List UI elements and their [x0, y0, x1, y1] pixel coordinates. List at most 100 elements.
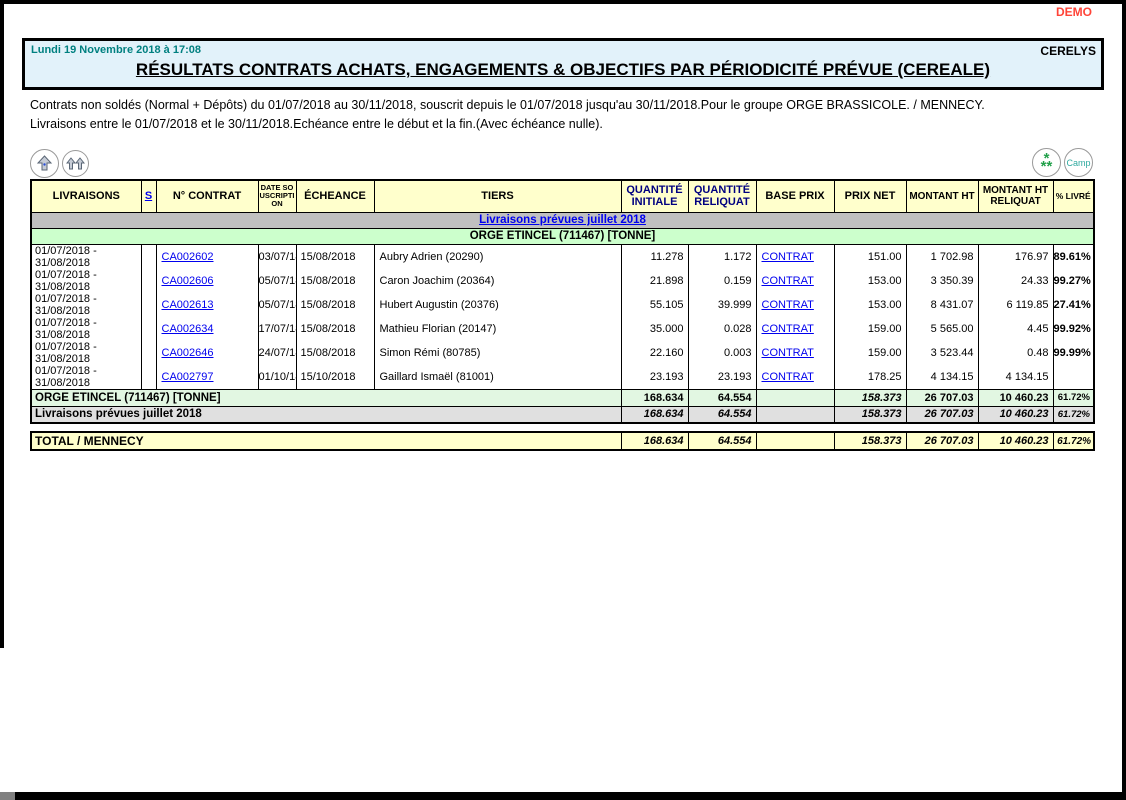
campaign-button[interactable]: Camp — [1064, 148, 1093, 177]
cell-livraisons: 01/07/2018 - 31/08/2018 — [30, 268, 142, 293]
cell-prix-net: 153.00 — [833, 268, 907, 293]
cell-prix-net: 153.00 — [833, 292, 907, 317]
cell-qte-initiale: 11.278 — [620, 244, 689, 269]
col-quantite-reliquat: QUANTITÉ RELIQUAT — [687, 179, 757, 213]
subtotal-prix-net: 158.373 — [833, 405, 907, 424]
subtotal-pct-livre: 61.72% — [1052, 405, 1095, 424]
cell-pct-livre: 99.99% — [1052, 340, 1095, 365]
cell-pct-livre: 99.92% — [1052, 316, 1095, 341]
cell-echeance: 15/08/2018 — [295, 244, 375, 269]
cell-qte-initiale: 23.193 — [620, 364, 689, 389]
results-table-wrap: LIVRAISONS S N° CONTRAT DATE SOUSCRIPTIO… — [30, 179, 1096, 451]
cell-date-souscription: 05/07/18 — [257, 268, 297, 293]
demo-watermark: DEMO — [1056, 5, 1092, 19]
base-prix-link[interactable]: CONTRAT — [761, 250, 814, 263]
base-prix-link[interactable]: CONTRAT — [761, 370, 814, 383]
cell-montant-ht-reliquat: 4 134.15 — [977, 364, 1054, 389]
total-montant-ht: 26 707.03 — [905, 431, 979, 451]
subtotal-montant-ht-reliquat: 10 460.23 — [977, 388, 1054, 407]
subtotal-qte-initiale: 168.634 — [620, 388, 689, 407]
base-prix-link[interactable]: CONTRAT — [761, 298, 814, 311]
contract-row: 01/07/2018 - 31/08/2018 CA002613 05/07/1… — [30, 292, 1095, 317]
up-arrow-icon — [36, 155, 53, 171]
cell-montant-ht-reliquat: 24.33 — [977, 268, 1054, 293]
cell-tiers: Mathieu Florian (20147) — [373, 316, 622, 341]
report-criteria: Contrats non soldés (Normal + Dépôts) du… — [30, 96, 1100, 134]
base-prix-link[interactable]: CONTRAT — [761, 274, 814, 287]
sort-link[interactable]: S — [144, 190, 153, 203]
cell-montant-ht-reliquat: 6 119.85 — [977, 292, 1054, 317]
product-subtotal-row: ORGE ETINCEL (711467) [TONNE] 168.634 64… — [30, 388, 1095, 407]
col-echeance: ÉCHEANCE — [295, 179, 375, 213]
subtotal-montant-ht: 26 707.03 — [905, 405, 979, 424]
subtotal-base-prix — [755, 388, 835, 407]
cell-prix-net: 159.00 — [833, 340, 907, 365]
page-border-top — [0, 0, 1126, 4]
cell-qte-reliquat: 1.172 — [687, 244, 757, 269]
contract-link[interactable]: CA002634 — [161, 322, 214, 335]
subtotal-prix-net: 158.373 — [833, 388, 907, 407]
subtotal-qte-initiale: 168.634 — [620, 405, 689, 424]
col-tiers: TIERS — [373, 179, 622, 213]
cell-montant-ht: 3 523.44 — [905, 340, 979, 365]
col-s-sort: S — [140, 179, 157, 213]
subtotal-montant-ht-reliquat: 10 460.23 — [977, 405, 1054, 424]
subtotal-base-prix — [755, 405, 835, 424]
total-base-prix — [755, 431, 835, 451]
cell-s — [140, 340, 157, 365]
contract-link[interactable]: CA002602 — [161, 250, 214, 263]
product-band-row: ORGE ETINCEL (711467) [TONNE] — [30, 227, 1095, 245]
contract-link[interactable]: CA002613 — [161, 298, 214, 311]
period-band-row: Livraisons prévues juillet 2018 — [30, 211, 1095, 229]
criteria-line-2: Livraisons entre le 01/07/2018 et le 30/… — [30, 117, 603, 131]
brand-label: CERELYS — [1040, 44, 1096, 58]
cell-echeance: 15/08/2018 — [295, 292, 375, 317]
cell-pct-livre: 89.61% — [1052, 244, 1095, 269]
total-pct-livre: 61.72% — [1052, 431, 1095, 451]
cell-qte-reliquat: 0.159 — [687, 268, 757, 293]
asterisks-icon: * ** — [1040, 149, 1053, 175]
total-qte-initiale: 168.634 — [620, 431, 689, 451]
subtotal-qte-reliquat: 64.554 — [687, 388, 757, 407]
cell-montant-ht: 8 431.07 — [905, 292, 979, 317]
page-border-left — [0, 0, 4, 648]
col-contrat: N° CONTRAT — [155, 179, 259, 213]
cell-s — [140, 316, 157, 341]
cell-montant-ht-reliquat: 4.45 — [977, 316, 1054, 341]
cell-echeance: 15/10/2018 — [295, 364, 375, 389]
period-subtotal-row: Livraisons prévues juillet 2018 168.634 … — [30, 405, 1095, 424]
cell-echeance: 15/08/2018 — [295, 316, 375, 341]
contract-link[interactable]: CA002646 — [161, 346, 214, 359]
page-border-bottom-notch — [0, 792, 15, 800]
cell-date-souscription: 03/07/18 — [257, 244, 297, 269]
contract-row: 01/07/2018 - 31/08/2018 CA002646 24/07/1… — [30, 340, 1095, 365]
col-montant-ht-reliquat: MONTANT HT RELIQUAT — [977, 179, 1054, 213]
page-border-bottom — [15, 792, 1126, 800]
total-qte-reliquat: 64.554 — [687, 431, 757, 451]
cell-echeance: 15/08/2018 — [295, 340, 375, 365]
scroll-to-top-button[interactable] — [30, 149, 59, 178]
cell-tiers: Aubry Adrien (20290) — [373, 244, 622, 269]
period-link[interactable]: Livraisons prévues juillet 2018 — [479, 214, 646, 226]
cell-montant-ht-reliquat: 176.97 — [977, 244, 1054, 269]
scroll-to-section-top-button[interactable] — [62, 150, 89, 177]
results-table: LIVRAISONS S N° CONTRAT DATE SOUSCRIPTIO… — [30, 179, 1095, 424]
base-prix-link[interactable]: CONTRAT — [761, 322, 814, 335]
table-header-row: LIVRAISONS S N° CONTRAT DATE SOUSCRIPTIO… — [30, 179, 1095, 213]
cell-tiers: Gaillard Ismaël (81001) — [373, 364, 622, 389]
cell-date-souscription: 01/10/18 — [257, 364, 297, 389]
cell-qte-initiale: 22.160 — [620, 340, 689, 365]
contract-link[interactable]: CA002797 — [161, 370, 214, 383]
cell-qte-initiale: 21.898 — [620, 268, 689, 293]
subtotal-qte-reliquat: 64.554 — [687, 405, 757, 424]
varieties-button[interactable]: * ** — [1032, 148, 1061, 177]
subtotal-label: ORGE ETINCEL (711467) [TONNE] — [30, 388, 622, 407]
cell-tiers: Caron Joachim (20364) — [373, 268, 622, 293]
base-prix-link[interactable]: CONTRAT — [761, 346, 814, 359]
cell-livraisons: 01/07/2018 - 31/08/2018 — [30, 244, 142, 269]
contract-row: 01/07/2018 - 31/08/2018 CA002606 05/07/1… — [30, 268, 1095, 293]
contract-link[interactable]: CA002606 — [161, 274, 214, 287]
contract-row: 01/07/2018 - 31/08/2018 CA002634 17/07/1… — [30, 316, 1095, 341]
total-montant-ht-reliquat: 10 460.23 — [977, 431, 1054, 451]
